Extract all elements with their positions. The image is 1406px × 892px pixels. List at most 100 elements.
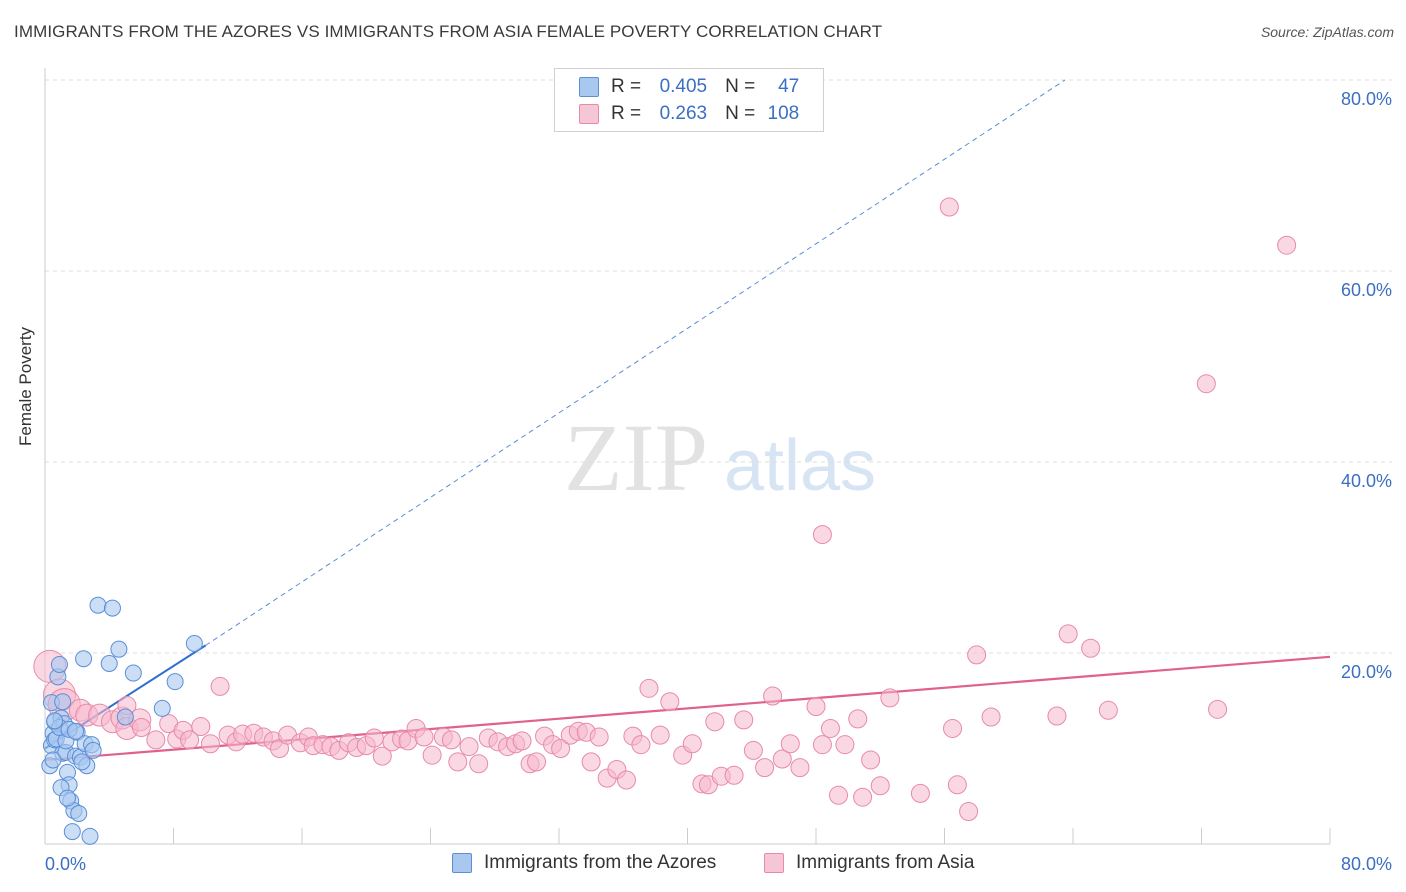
point-asia xyxy=(1277,235,1297,255)
point-asia xyxy=(1098,700,1118,720)
point-asia xyxy=(861,750,881,770)
point-asia xyxy=(828,785,848,805)
legend-n-label: N = xyxy=(725,76,756,97)
point-azores xyxy=(84,741,102,759)
point-asia xyxy=(780,734,800,754)
point-azores xyxy=(73,753,91,771)
point-asia xyxy=(527,752,547,772)
point-asia xyxy=(631,735,651,755)
point-asia xyxy=(870,776,890,796)
point-asia xyxy=(581,752,601,772)
point-azores xyxy=(50,655,68,673)
trend-azores-extension xyxy=(205,79,1066,646)
point-asia xyxy=(790,758,810,778)
point-asia xyxy=(939,197,959,217)
point-azores xyxy=(46,712,64,730)
point-asia xyxy=(660,692,680,712)
point-asia xyxy=(812,735,832,755)
point-asia xyxy=(682,734,702,754)
point-azores xyxy=(116,708,134,726)
point-asia xyxy=(1208,699,1228,719)
point-asia xyxy=(820,718,840,738)
chart-title: IMMIGRANTS FROM THE AZORES VS IMMIGRANTS… xyxy=(14,22,883,41)
point-asia xyxy=(551,739,571,758)
point-asia xyxy=(835,735,855,755)
gridlines xyxy=(45,79,1392,654)
bottom-legend-asia: Immigrants from Asia xyxy=(764,852,974,874)
point-asia xyxy=(724,765,744,785)
legend-row-azores: R = 0.405 N = 47 xyxy=(579,74,799,100)
legend-r-label: R = xyxy=(611,76,642,97)
x-tick-label: 0.0% xyxy=(45,854,86,874)
point-asia xyxy=(1047,706,1067,726)
point-asia xyxy=(200,734,220,754)
bottom-legend-azores: Immigrants from the Azores xyxy=(452,852,716,874)
legend-swatch-azores xyxy=(579,77,599,97)
point-asia xyxy=(459,737,479,757)
point-asia xyxy=(131,717,151,737)
point-asia xyxy=(650,725,670,745)
watermark-zip: ZIP xyxy=(564,404,708,511)
point-asia xyxy=(448,752,468,772)
chart-source: Source: ZipAtlas.com xyxy=(1260,24,1394,40)
legend-swatch-asia xyxy=(579,104,599,124)
point-asia xyxy=(469,754,489,774)
bottom-legend-label-azores: Immigrants from the Azores xyxy=(484,852,717,873)
watermark-atlas: atlas xyxy=(724,426,876,506)
point-asia xyxy=(414,727,434,747)
legend-r-label: R = xyxy=(611,103,642,124)
point-azores xyxy=(44,751,62,769)
point-azores xyxy=(185,634,203,652)
point-azores xyxy=(103,599,121,617)
points-asia xyxy=(33,197,1297,822)
y-tick-label: 60.0% xyxy=(1341,280,1392,300)
point-asia xyxy=(848,709,868,729)
point-asia xyxy=(812,525,832,545)
tick-labels: 20.0% 40.0% 60.0% 80.0% 0.0% 80.0% xyxy=(45,89,1392,874)
legend-r-value-azores: 0.405 xyxy=(659,76,708,97)
point-azores xyxy=(75,650,93,668)
point-azores xyxy=(54,693,72,711)
point-asia xyxy=(372,746,392,766)
point-asia xyxy=(639,678,659,698)
point-azores xyxy=(124,664,142,682)
point-asia xyxy=(763,686,783,706)
point-asia xyxy=(422,745,442,765)
point-asia xyxy=(734,710,754,730)
legend-n-value-asia: 108 xyxy=(767,103,800,124)
point-asia xyxy=(441,730,461,750)
bottom-legend-swatch-azores xyxy=(452,853,472,873)
point-asia xyxy=(755,758,775,778)
point-asia xyxy=(364,728,384,748)
point-asia xyxy=(959,802,979,822)
point-azores xyxy=(166,673,184,691)
axes xyxy=(44,68,1331,845)
legend-r-value-asia: 0.263 xyxy=(659,103,708,124)
point-asia xyxy=(947,775,967,795)
point-azores xyxy=(58,789,76,807)
point-asia xyxy=(589,727,609,747)
y-tick-label: 20.0% xyxy=(1341,662,1392,682)
point-asia xyxy=(705,712,725,732)
points-azores xyxy=(41,596,203,845)
point-asia xyxy=(1058,624,1078,644)
point-asia xyxy=(943,718,963,738)
point-asia xyxy=(853,787,873,807)
point-asia xyxy=(880,688,900,708)
point-asia xyxy=(981,707,1001,727)
legend-n-label: N = xyxy=(725,103,756,124)
legend-n-value-azores: 47 xyxy=(778,76,800,97)
point-asia xyxy=(191,717,211,737)
point-azores xyxy=(89,596,107,614)
point-asia xyxy=(1081,638,1101,658)
bottom-legend-swatch-asia xyxy=(764,853,784,873)
y-tick-label: 40.0% xyxy=(1341,471,1392,491)
point-azores xyxy=(67,722,85,740)
point-asia xyxy=(772,749,792,769)
point-azores xyxy=(63,823,81,841)
point-azores xyxy=(70,804,88,822)
point-asia xyxy=(743,740,763,760)
point-asia xyxy=(180,730,200,750)
point-asia xyxy=(512,731,532,751)
